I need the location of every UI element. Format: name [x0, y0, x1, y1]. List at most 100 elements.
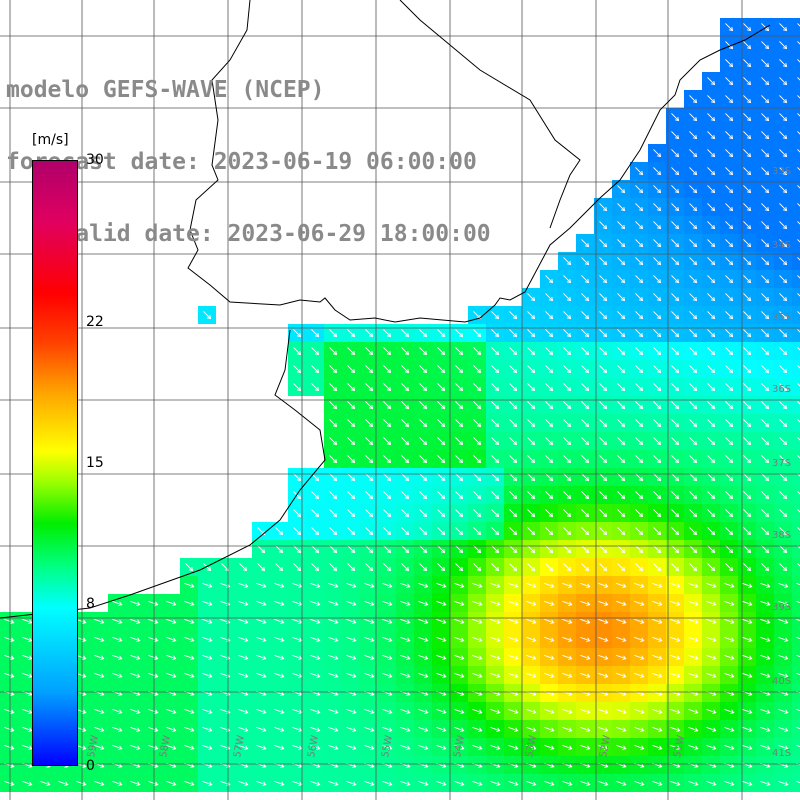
wind-arrow [761, 545, 770, 554]
wind-arrow [491, 383, 500, 392]
wind-arrow [347, 347, 356, 356]
wind-arrow [670, 654, 681, 661]
wind-arrow [256, 780, 267, 787]
wind-arrow [383, 473, 392, 482]
wind-arrow [401, 329, 410, 338]
wind-arrow [328, 708, 339, 715]
wind-arrow [779, 131, 788, 140]
wind-arrow [778, 618, 789, 625]
wind-arrow [635, 221, 644, 230]
wind-arrow [509, 347, 518, 356]
wind-arrow [544, 618, 555, 625]
wind-arrow [274, 780, 285, 787]
wind-arrow [490, 618, 501, 625]
wind-arrow [490, 582, 501, 589]
wind-arrow [635, 275, 644, 284]
wind-arrow [760, 636, 771, 643]
wind-arrow [689, 473, 698, 482]
wind-arrow [454, 600, 465, 607]
wind-arrow [454, 672, 465, 679]
wind-arrow [526, 744, 537, 751]
wind-arrow [599, 437, 608, 446]
wind-arrow [491, 545, 500, 554]
wind-arrow [797, 419, 800, 423]
wind-arrow [329, 329, 338, 338]
wind-arrow [419, 347, 428, 356]
wind-arrow [779, 293, 788, 302]
wind-arrow [599, 239, 608, 248]
wind-arrow [725, 401, 734, 410]
wind-arrow [184, 618, 195, 625]
latitude-label: 41S [772, 748, 791, 759]
wind-arrow [689, 545, 698, 554]
wind-arrow [274, 600, 285, 607]
wind-arrow [725, 167, 734, 176]
wind-arrow [761, 167, 770, 176]
wind-arrow [743, 149, 752, 158]
wind-arrow [742, 618, 753, 625]
wind-arrow [725, 329, 734, 338]
wind-arrow [346, 744, 357, 751]
wind-arrow [779, 563, 788, 572]
wind-arrow [166, 726, 177, 733]
wind-arrow [634, 744, 645, 751]
wind-arrow [707, 185, 716, 194]
wind-arrow [509, 509, 518, 518]
wind-arrow [779, 527, 788, 536]
wind-arrow [797, 149, 800, 153]
wind-arrow [455, 563, 464, 572]
wind-arrow [760, 780, 771, 787]
wind-arrow [725, 185, 734, 194]
wind-arrow [797, 77, 800, 81]
wind-arrow [419, 365, 428, 374]
wind-arrow [707, 167, 716, 176]
wind-arrow [653, 563, 662, 572]
wind-arrow [707, 527, 716, 536]
wind-arrow [689, 419, 698, 428]
wind-arrow [797, 527, 800, 531]
wind-arrow [563, 419, 572, 428]
wind-arrow [472, 618, 483, 625]
wind-arrow [545, 437, 554, 446]
wind-arrow [365, 419, 374, 428]
wind-arrow [761, 113, 770, 122]
wind-arrow [796, 744, 800, 748]
wind-arrow [761, 257, 770, 266]
wind-arrow [329, 563, 338, 572]
wind-arrow [652, 672, 663, 679]
wind-arrow [725, 311, 734, 320]
wind-arrow [581, 275, 590, 284]
wind-arrow [797, 257, 800, 261]
wind-arrow [491, 311, 500, 320]
wind-arrow [635, 257, 644, 266]
wind-arrow [491, 491, 500, 500]
wind-arrow [653, 257, 662, 266]
wind-arrow [689, 383, 698, 392]
wind-arrow [670, 780, 681, 787]
wind-arrow [779, 239, 788, 248]
wind-arrow [743, 347, 752, 356]
wind-arrow [437, 329, 446, 338]
wind-arrow [22, 744, 33, 751]
wind-arrow [617, 185, 626, 194]
wind-arrow [778, 708, 789, 715]
wind-arrow [508, 654, 519, 661]
wind-arrow [545, 563, 554, 572]
wind-arrow [293, 527, 302, 536]
wind-arrow [347, 545, 356, 554]
wind-arrow [562, 618, 573, 625]
wind-arrow [760, 582, 771, 589]
wind-arrow [22, 672, 33, 679]
wind-arrow [761, 473, 770, 482]
wind-arrow [257, 563, 266, 572]
wind-arrow [238, 744, 249, 751]
wind-arrow [238, 726, 249, 733]
wind-arrow [779, 401, 788, 410]
wind-arrow [797, 383, 800, 387]
wind-arrow [166, 654, 177, 661]
wind-arrow [4, 780, 15, 787]
wind-arrow [311, 365, 320, 374]
wind-arrow [599, 509, 608, 518]
wind-arrow [653, 527, 662, 536]
